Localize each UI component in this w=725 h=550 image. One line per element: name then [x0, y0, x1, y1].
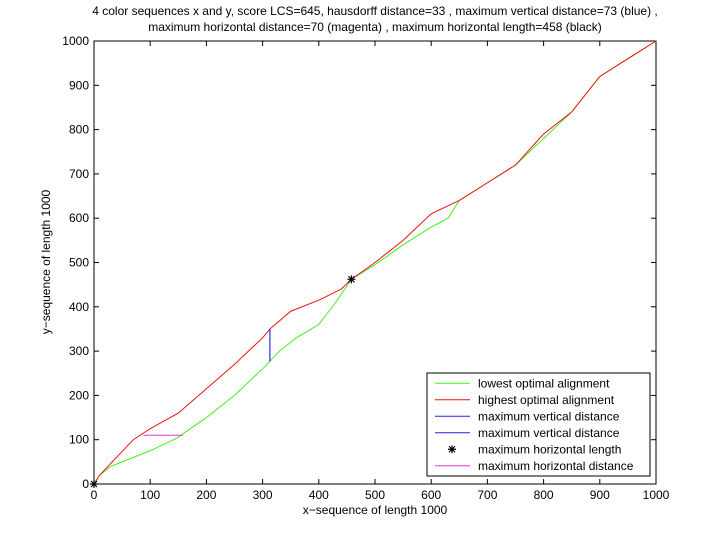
star-marker	[90, 480, 98, 488]
y-tick-label: 600	[69, 211, 89, 225]
x-tick-label: 0	[91, 488, 98, 502]
x-tick-label: 900	[590, 488, 610, 502]
y-tick-label: 100	[69, 433, 89, 447]
legend-label: maximum vertical distance	[478, 426, 620, 440]
star-marker	[347, 275, 356, 284]
y-tick-label: 800	[69, 123, 89, 137]
y-tick-label: 200	[69, 388, 89, 402]
y-tick-label: 500	[69, 256, 89, 270]
y-tick-label: 1000	[62, 34, 89, 48]
legend-label: maximum vertical distance	[478, 409, 620, 423]
y-tick-label: 900	[69, 78, 89, 92]
x-tick-label: 100	[140, 488, 160, 502]
chart-title: 4 color sequences x and y, score LCS=645…	[92, 4, 658, 18]
legend-label: lowest optimal alignment	[478, 376, 610, 390]
star-marker	[448, 445, 456, 454]
y-tick-label: 0	[82, 477, 89, 491]
x-axis-label: x−sequence of length 1000	[303, 503, 448, 517]
x-tick-label: 500	[365, 488, 385, 502]
legend	[426, 372, 651, 477]
x-tick-label: 1000	[643, 488, 670, 502]
series-line	[93, 40, 657, 485]
legend-label: maximum horizontal length	[478, 442, 621, 456]
x-tick-label: 400	[309, 488, 329, 502]
chart-title: maximum horizontal distance=70 (magenta)…	[148, 20, 602, 34]
series-line	[93, 40, 657, 485]
x-tick-label: 800	[534, 488, 554, 502]
legend-label: highest optimal alignment	[478, 393, 615, 407]
legend-label: maximum horizontal distance	[478, 459, 634, 473]
x-tick-label: 300	[253, 488, 273, 502]
x-tick-label: 200	[196, 488, 216, 502]
x-tick-label: 700	[477, 488, 497, 502]
y-tick-label: 300	[69, 344, 89, 358]
y-axis-label: y−sequence of length 1000	[39, 189, 53, 334]
y-tick-label: 400	[69, 300, 89, 314]
x-tick-label: 600	[421, 488, 441, 502]
y-tick-label: 700	[69, 167, 89, 181]
